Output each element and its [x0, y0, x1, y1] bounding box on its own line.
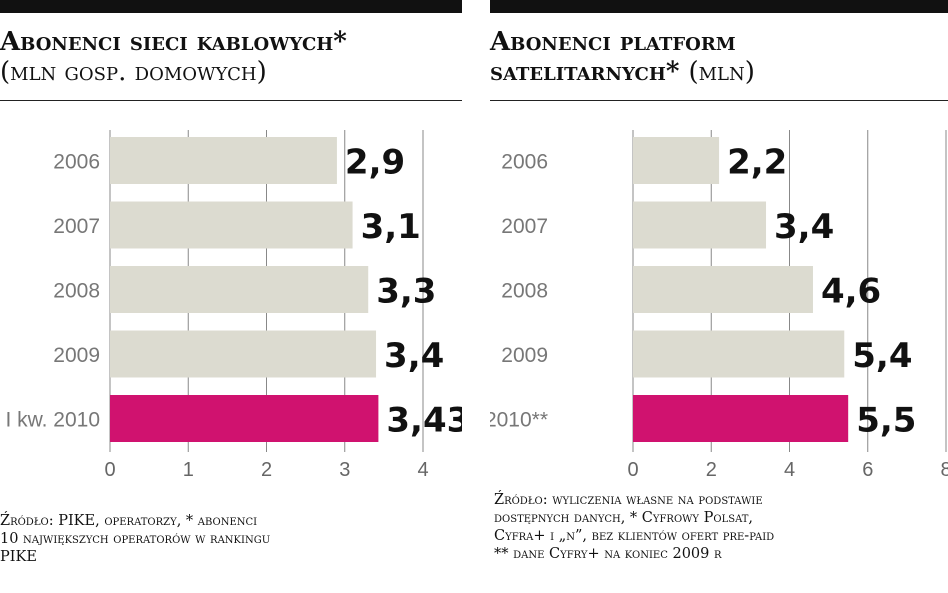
- bar: [633, 137, 720, 184]
- value-label: 2,9: [345, 143, 405, 183]
- x-tick-label: 6: [862, 459, 873, 481]
- x-tick-label: 3: [339, 459, 350, 481]
- value-label: 5,5: [856, 401, 916, 441]
- satellite-subscribers-panel: Abonenci platform satelitarnych* (mln) 0…: [490, 0, 948, 593]
- value-label: 3,4: [384, 336, 444, 376]
- top-bar: [490, 0, 948, 13]
- value-label: 3,43: [386, 401, 462, 441]
- category-label: 2006: [53, 151, 100, 174]
- chart-title: Abonenci sieci kablowych* (mln gosp. dom…: [0, 27, 347, 87]
- x-tick-label: 2: [706, 459, 717, 481]
- title-rule: [0, 100, 462, 101]
- source-note: Źródło: wyliczenia własne na podstawie d…: [494, 492, 775, 562]
- x-tick-label: 0: [104, 459, 115, 481]
- value-label: 5,4: [852, 336, 912, 376]
- bar: [633, 201, 767, 249]
- category-label: I kw. 2010**: [490, 409, 548, 432]
- category-label: 2006: [501, 151, 548, 174]
- bar: [110, 266, 369, 313]
- bar: [110, 137, 337, 184]
- category-label: I kw. 2010: [5, 409, 100, 432]
- cable-bar-chart: 0 1 2 3 4 2006 2,9 2007 3,1 2008 3,3 2009 3,4 I kw. 2…: [5, 130, 462, 481]
- satellite-bar-chart: 0 2 4 6 8 2006 2,2 2007 3,4 2008 4,6 2009 5,4 I kw. 2…: [490, 130, 948, 481]
- bar: [110, 201, 353, 249]
- category-label: 2007: [501, 215, 548, 238]
- category-label: 2009: [501, 344, 548, 367]
- top-bar: [0, 0, 462, 13]
- title-rule: [490, 100, 948, 101]
- category-label: 2008: [53, 280, 100, 303]
- source-note: Źródło: PIKE, operatorzy, * abonenci 10 …: [0, 513, 271, 565]
- bar: [633, 330, 845, 378]
- value-label: 2,2: [727, 143, 787, 183]
- chart-title-line1: Abonenci platform: [490, 27, 736, 57]
- bar: [633, 395, 849, 442]
- x-tick-label: 2: [261, 459, 272, 481]
- category-label: 2007: [53, 215, 100, 238]
- value-label: 3,3: [376, 272, 436, 312]
- bar: [110, 395, 379, 442]
- bar: [110, 330, 377, 378]
- x-tick-label: 4: [417, 459, 428, 481]
- x-tick-label: 0: [627, 459, 638, 481]
- x-tick-label: 8: [940, 459, 948, 481]
- category-label: 2009: [53, 344, 100, 367]
- chart-title: Abonenci platform satelitarnych* (mln): [490, 27, 755, 87]
- category-label: 2008: [501, 280, 548, 303]
- chart-title-line1: Abonenci sieci kablowych*: [0, 27, 347, 57]
- value-label: 3,1: [361, 207, 421, 247]
- chart-title-line2a: satelitarnych*: [490, 57, 680, 87]
- x-tick-label: 4: [784, 459, 795, 481]
- x-tick-label: 1: [183, 459, 194, 481]
- chart-title-line2b: (mln): [688, 57, 755, 87]
- value-label: 3,4: [774, 207, 834, 247]
- cable-subscribers-panel: Abonenci sieci kablowych* (mln gosp. dom…: [0, 0, 462, 593]
- value-label: 4,6: [821, 272, 881, 312]
- chart-title-line2: (mln gosp. domowych): [0, 57, 267, 87]
- bar: [633, 266, 813, 313]
